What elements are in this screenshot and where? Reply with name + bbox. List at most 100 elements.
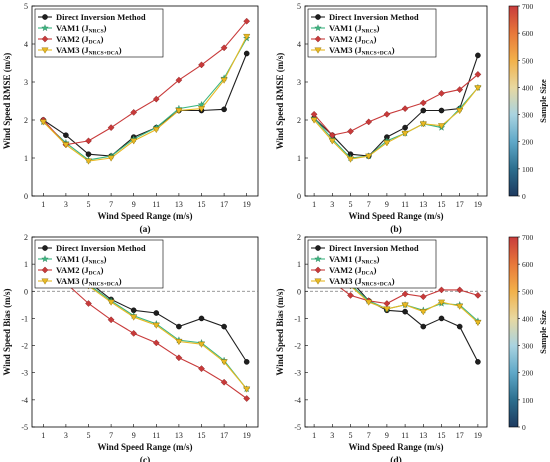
legend-box [307, 239, 437, 289]
x-tick-label: 7 [367, 431, 371, 440]
data-point [153, 310, 160, 316]
x-tick-label: 15 [198, 431, 206, 440]
x-tick-label: 13 [419, 200, 427, 209]
x-tick-label: 5 [87, 200, 91, 209]
legend-entry: VAM2 (JDCA) [56, 34, 104, 46]
colorbar-tick-label: 200 [522, 138, 534, 147]
data-point [401, 130, 409, 137]
data-point [152, 322, 160, 329]
legend-entry-name: Direct Inversion Method [329, 12, 419, 22]
legend-entry-name: VAM1 (J [56, 254, 89, 264]
legend-entry-name: VAM3 (J [56, 276, 89, 286]
data-point [456, 323, 463, 330]
data-point [197, 106, 206, 113]
data-point [175, 76, 183, 84]
x-tick-label: 3 [64, 431, 68, 440]
data-point [220, 44, 228, 52]
data-point [365, 153, 373, 160]
legend-entry: Direct Inversion Method [56, 243, 146, 253]
data-point [197, 341, 206, 348]
legend-entry-name: Direct Inversion Method [56, 243, 146, 253]
legend-entry-close: ) [101, 265, 104, 275]
series-line [313, 254, 479, 305]
series-3 [310, 71, 482, 139]
series-line [313, 73, 479, 136]
legend-entry-close: ) [119, 45, 122, 55]
legend-box [307, 8, 437, 58]
legend-entry-close: ) [392, 45, 395, 55]
y-axis-label: Wind Speed Bias (m/s) [275, 288, 285, 375]
legend-entry: VAM2 (JDCA) [56, 265, 104, 277]
data-point [152, 95, 160, 103]
colorbar-label: Sample Size [538, 79, 548, 123]
data-point [221, 106, 227, 113]
data-point [176, 323, 182, 330]
data-point [437, 123, 446, 130]
data-point [383, 140, 391, 147]
colorbar-tick-label: 0 [522, 423, 526, 432]
colorbar-tick-label: 600 [522, 29, 534, 38]
y-tick-label: 1 [24, 260, 28, 269]
y-tick-label: 5 [297, 2, 301, 11]
y-tick-label: 2 [297, 116, 301, 125]
legend-entry-subscript: DCA [362, 271, 374, 277]
series-line [42, 20, 248, 146]
data-point [310, 117, 318, 124]
colorbar-tick-label: 400 [522, 83, 534, 92]
data-point [438, 315, 445, 322]
legend-entry-close: ) [119, 276, 122, 286]
legend-entry: Direct Inversion Method [56, 12, 146, 22]
panel-label: (b) [390, 224, 402, 235]
x-axis-label: Wind Speed Range (m/s) [97, 442, 192, 452]
data-point [419, 121, 427, 128]
x-tick-label: 19 [474, 200, 482, 209]
legend-entry-name: VAM1 (J [329, 23, 362, 33]
series-line [42, 53, 248, 157]
legend-entry: VAM3 (JNRCS+DCA) [329, 276, 395, 288]
y-tick-label: -3 [21, 369, 28, 378]
data-point [130, 329, 138, 337]
data-point [62, 142, 70, 149]
x-tick-label: 11 [152, 431, 160, 440]
x-tick-label: 3 [330, 431, 334, 440]
y-tick-label: 1 [297, 260, 301, 269]
series-4 [39, 33, 251, 165]
legend-marker [314, 278, 322, 285]
data-point [328, 131, 336, 139]
legend-entry-name: Direct Inversion Method [56, 12, 146, 22]
data-point [475, 359, 481, 365]
legend-box [34, 239, 164, 289]
x-tick-label: 9 [132, 431, 136, 440]
legend-entry-close: ) [374, 265, 377, 275]
series-line [42, 38, 248, 161]
series-4 [310, 85, 482, 163]
legend-entry-subscript: NRCS [89, 260, 104, 266]
legend-entry-name: VAM3 (J [56, 45, 89, 55]
data-point [383, 306, 391, 313]
data-point [365, 118, 373, 126]
legend-entry: VAM1 (JNRCS) [56, 254, 107, 266]
data-point [474, 320, 482, 327]
colorbar-tick-label: 300 [522, 111, 534, 120]
colorbar-tick-label: 0 [522, 192, 526, 201]
x-tick-label: 17 [456, 431, 464, 440]
data-point [220, 378, 228, 386]
legend-entry: VAM3 (JNRCS+DCA) [56, 276, 122, 288]
legend-marker [41, 24, 49, 32]
legend-marker [41, 47, 49, 54]
data-point [401, 105, 409, 112]
x-tick-label: 17 [220, 431, 228, 440]
legend-entry-subscript: DCA [89, 40, 101, 46]
legend-entry-name: VAM2 (J [329, 34, 362, 44]
legend-entry: Direct Inversion Method [329, 243, 419, 253]
legend-marker [42, 245, 48, 251]
legend-entry: VAM2 (JDCA) [329, 265, 377, 277]
y-tick-label: -5 [294, 423, 301, 432]
x-tick-label: 13 [419, 431, 427, 440]
legend-entry-close: ) [374, 34, 377, 44]
data-point [152, 127, 160, 134]
